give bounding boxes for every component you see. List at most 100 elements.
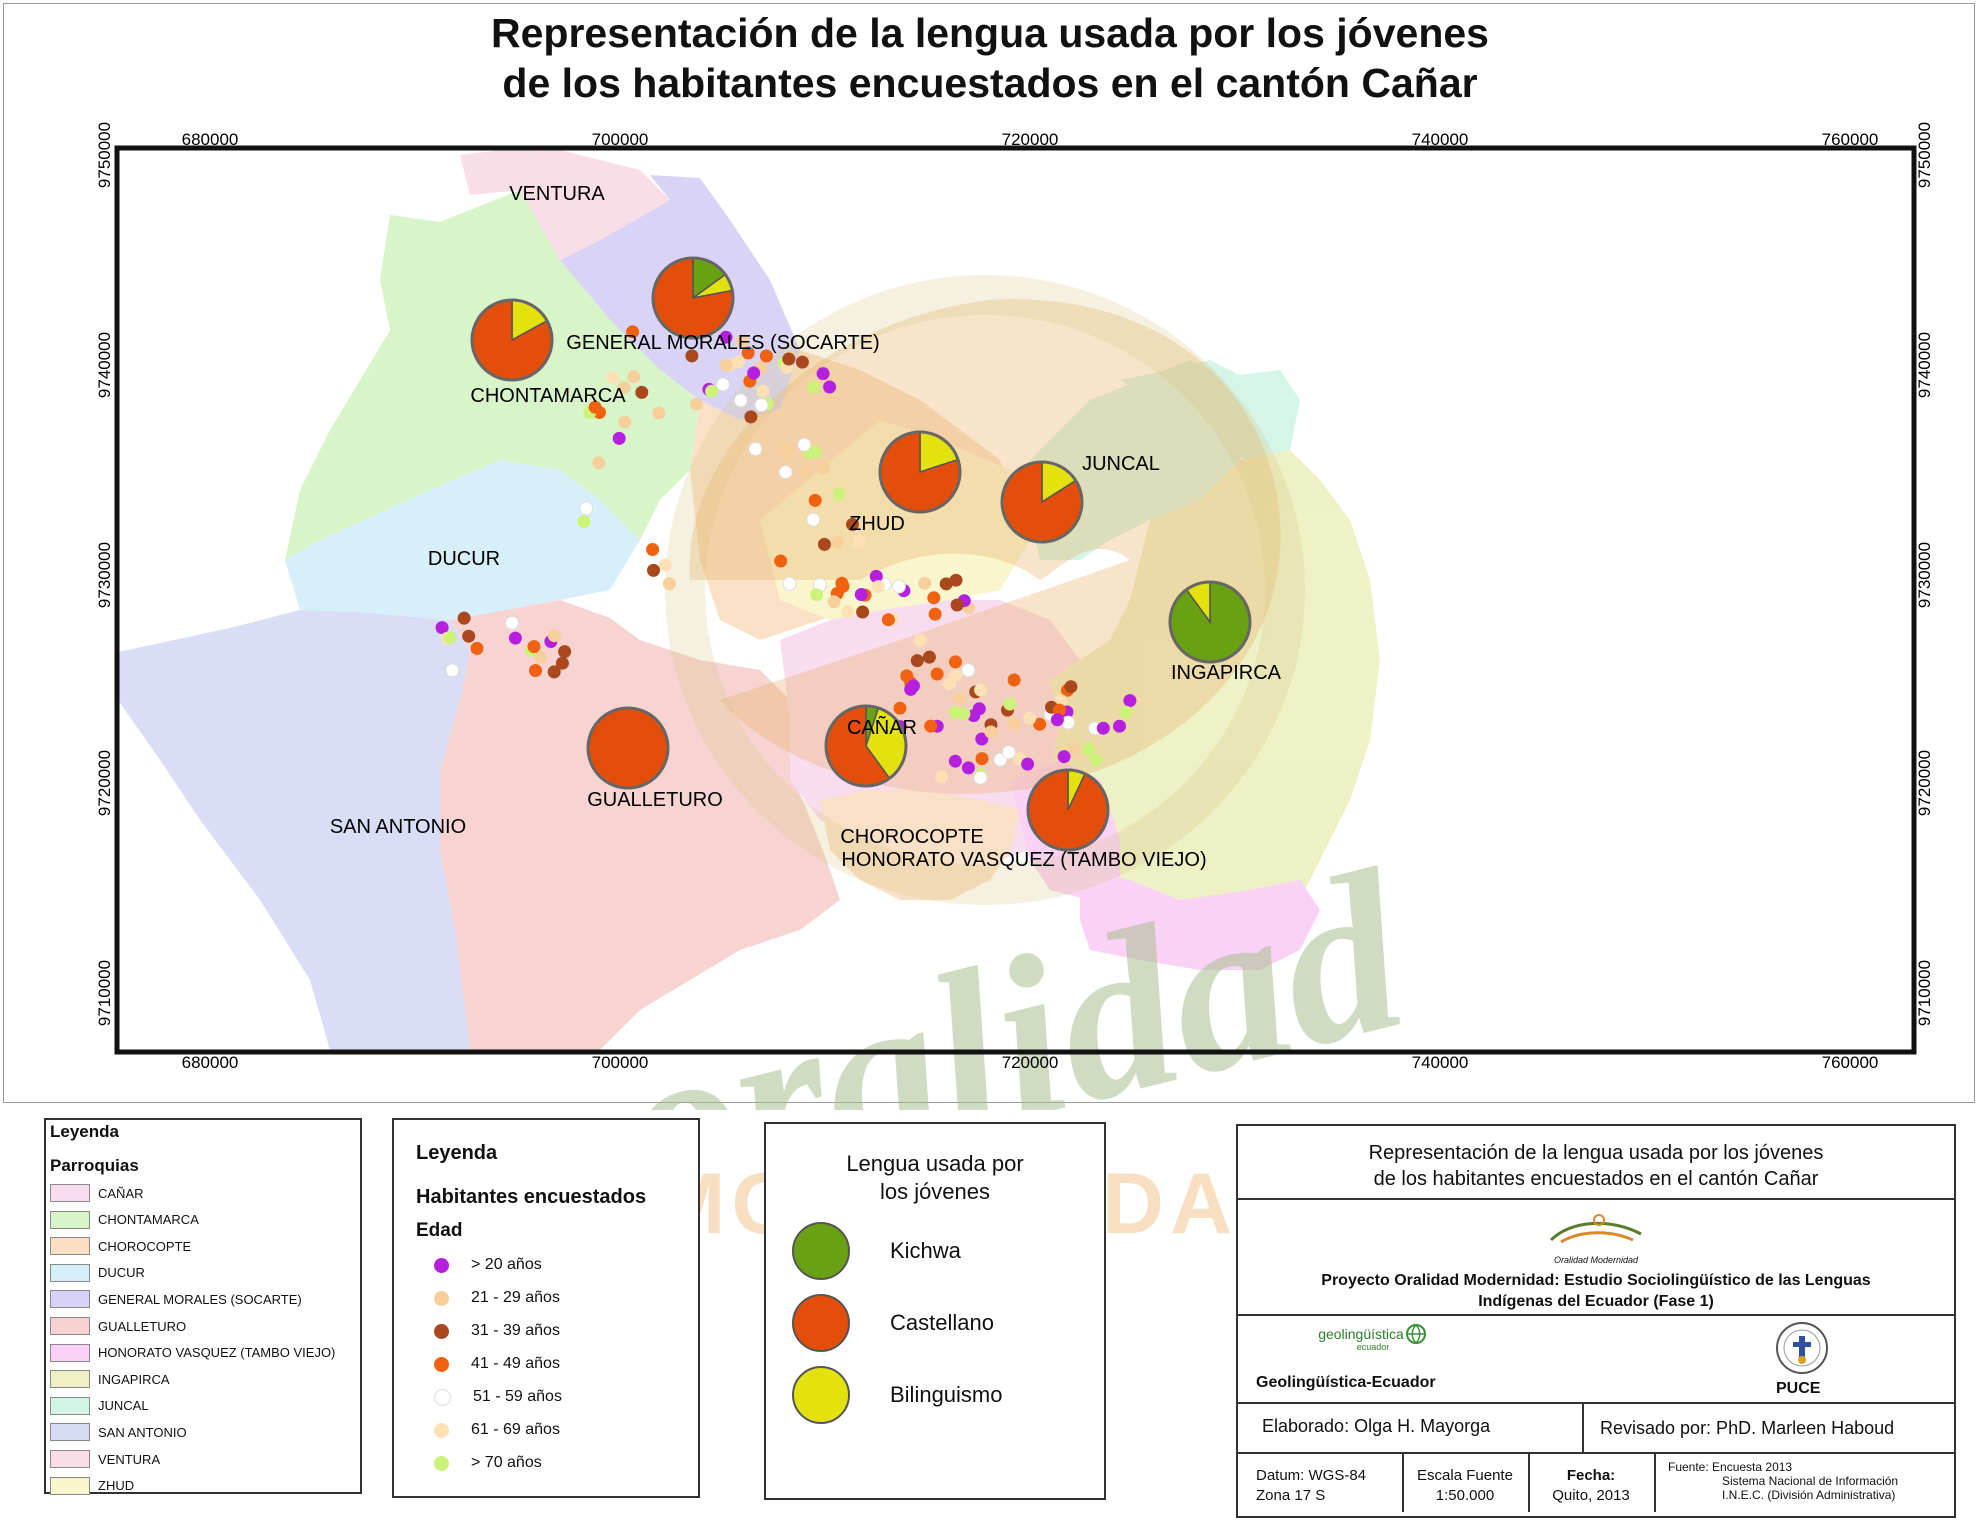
pie-chart bbox=[878, 430, 962, 514]
survey-point bbox=[558, 645, 572, 659]
legend-language-label: Bilinguismo bbox=[890, 1382, 1003, 1407]
label-zhud: ZHUD bbox=[849, 513, 905, 535]
survey-point bbox=[646, 543, 660, 556]
legend-parish-row: VENTURA bbox=[50, 1448, 160, 1470]
legend-age-row: 51 - 59 años bbox=[434, 1388, 562, 1406]
survey-point bbox=[747, 366, 761, 380]
info-title-line1: Representación de la lengua usada por lo… bbox=[1368, 1142, 1824, 1164]
legend-parish-label: JUNCAL bbox=[98, 1398, 149, 1414]
survey-point bbox=[949, 573, 963, 587]
divider bbox=[1528, 1452, 1530, 1512]
legend-parish-swatch bbox=[50, 1237, 90, 1256]
survey-point bbox=[891, 579, 906, 594]
survey-point bbox=[852, 535, 866, 549]
survey-point bbox=[910, 654, 924, 668]
x-tick-top: 700000 bbox=[592, 130, 649, 149]
survey-point bbox=[984, 725, 998, 739]
fecha-info: Fecha: Quito, 2013 bbox=[1530, 1466, 1652, 1506]
legend-age-dot bbox=[434, 1257, 449, 1273]
survey-point bbox=[716, 377, 730, 392]
divider bbox=[1238, 1402, 1954, 1404]
survey-point bbox=[830, 535, 844, 549]
survey-point bbox=[470, 641, 484, 655]
y-tick-right: 9720000 bbox=[1915, 750, 1934, 816]
survey-point bbox=[930, 667, 944, 681]
x-tick-bottom: 680000 bbox=[182, 1053, 239, 1072]
pie-outline bbox=[1026, 768, 1110, 852]
info-title-line2: de los habitantes encuestados en el cant… bbox=[1373, 1168, 1819, 1190]
legend-parish-row: INGAPIRCA bbox=[50, 1368, 170, 1390]
y-tick-left: 9750000 bbox=[95, 122, 114, 188]
survey-point bbox=[606, 371, 620, 385]
legend-age-dot bbox=[434, 1356, 449, 1372]
legend-language-row: Bilinguismo bbox=[792, 1366, 1003, 1424]
label-chorocopte: CHOROCOPTE bbox=[840, 826, 983, 848]
survey-point bbox=[961, 761, 975, 775]
label-ducur: DUCUR bbox=[428, 548, 500, 570]
survey-point bbox=[1053, 703, 1066, 717]
project-title: Proyecto Oralidad Modernidad: Estudio So… bbox=[1238, 1270, 1954, 1312]
x-tick-bottom: 700000 bbox=[592, 1053, 649, 1072]
puce-label: PUCE bbox=[1776, 1380, 1821, 1397]
label-chontamarca: CHONTAMARCA bbox=[470, 385, 626, 407]
survey-point bbox=[780, 444, 794, 458]
datum-line1: Datum: WGS-84 bbox=[1256, 1467, 1367, 1484]
legend-parish-label: SAN ANTONIO bbox=[98, 1424, 187, 1440]
puce-seal-icon bbox=[1776, 1322, 1828, 1374]
legend-parish-swatch bbox=[50, 1423, 90, 1442]
parish-ventura bbox=[460, 145, 670, 260]
y-tick-left: 9740000 bbox=[95, 332, 114, 398]
watermark-swoosh bbox=[689, 299, 1281, 794]
survey-point bbox=[807, 380, 821, 394]
survey-point bbox=[534, 651, 548, 664]
x-tick-bottom: 740000 bbox=[1412, 1053, 1469, 1072]
datum-line2: Zona 17 S bbox=[1256, 1487, 1326, 1504]
legend-parish-label: INGAPIRCA bbox=[98, 1371, 170, 1387]
parish-ingapirca bbox=[1050, 450, 1380, 920]
y-tick-right: 9710000 bbox=[1915, 960, 1934, 1026]
pie-outline bbox=[1000, 460, 1084, 544]
survey-point bbox=[808, 445, 822, 459]
label-ventura: VENTURA bbox=[509, 183, 605, 205]
survey-point bbox=[841, 604, 855, 618]
survey-point bbox=[810, 588, 824, 602]
legend-language-dot bbox=[792, 1366, 850, 1424]
legend-parish-row: CAÑAR bbox=[50, 1182, 144, 1204]
x-tick-bottom: 760000 bbox=[1822, 1053, 1879, 1072]
survey-point bbox=[457, 611, 471, 625]
legend-age-row: 31 - 39 años bbox=[434, 1322, 560, 1340]
label-gualleturo: GUALLETURO bbox=[587, 789, 723, 811]
survey-point bbox=[505, 615, 519, 630]
survey-point bbox=[1021, 757, 1035, 771]
legend-age-label: 61 - 69 años bbox=[471, 1421, 560, 1438]
legend-age-row: > 70 años bbox=[434, 1454, 542, 1472]
survey-point bbox=[922, 650, 936, 664]
oralidad-logo-icon bbox=[1549, 1214, 1642, 1244]
legend-parish-swatch bbox=[50, 1450, 90, 1468]
geo-label: Geolingüística-Ecuador bbox=[1256, 1374, 1436, 1391]
pie-chart bbox=[1026, 768, 1110, 852]
survey-point bbox=[797, 437, 812, 452]
parish-zhud-core bbox=[760, 420, 1040, 620]
map-title-line2: de los habitantes encuestados en el cant… bbox=[502, 60, 1478, 106]
legend-parish-label: CAÑAR bbox=[98, 1185, 144, 1201]
legend-language-label: Kichwa bbox=[890, 1238, 961, 1263]
parish-chorocopte bbox=[820, 790, 1020, 900]
legend-age-label: 51 - 59 años bbox=[473, 1388, 562, 1405]
survey-point bbox=[827, 595, 841, 609]
divider bbox=[1402, 1452, 1404, 1512]
legend-parroquias: Leyenda Parroquias CAÑAR CHONTAMARCA CHORO… bbox=[44, 1118, 362, 1495]
escala-info: Escala Fuente 1:50.000 bbox=[1404, 1466, 1526, 1506]
survey-point bbox=[626, 325, 640, 339]
survey-point bbox=[547, 629, 561, 643]
survey-point bbox=[924, 719, 938, 733]
survey-point bbox=[974, 683, 988, 697]
pie-outline bbox=[470, 298, 554, 382]
survey-point bbox=[527, 640, 541, 654]
survey-point bbox=[816, 367, 830, 381]
survey-point bbox=[635, 385, 649, 399]
legend-parish-label: CHONTAMARCA bbox=[98, 1212, 199, 1228]
survey-point bbox=[846, 518, 859, 531]
survey-point bbox=[918, 576, 932, 590]
survey-point bbox=[1003, 697, 1017, 711]
